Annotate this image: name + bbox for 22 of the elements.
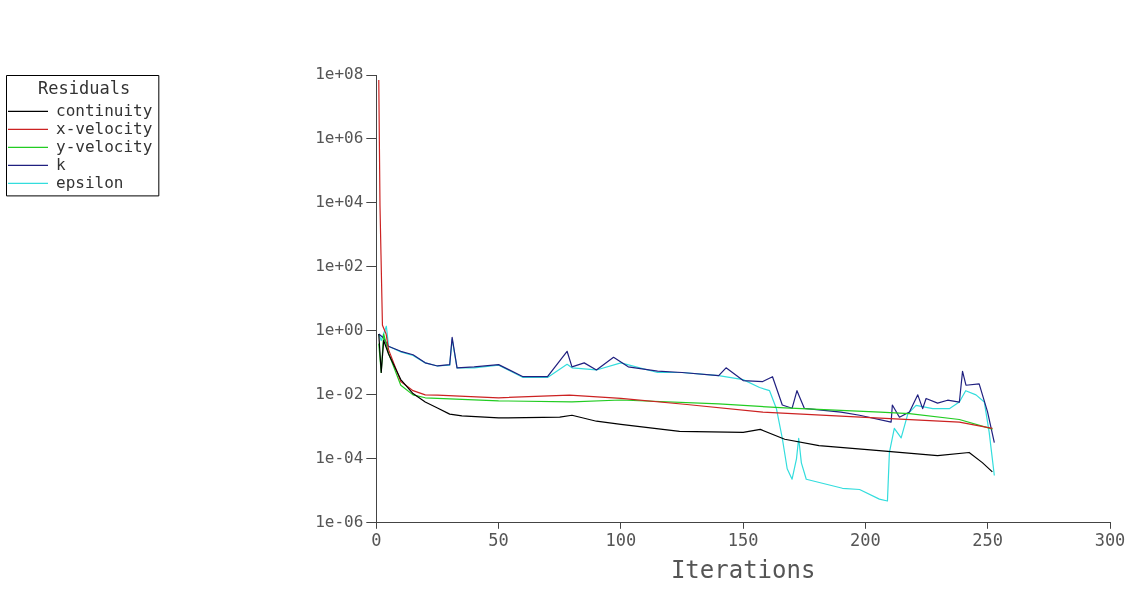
y-tick-label: 1e+04 (315, 192, 364, 212)
legend-label: y-velocity (56, 136, 153, 156)
y-tick-label: 1e-06 (315, 511, 364, 531)
y-tick-label: 1e+02 (315, 256, 364, 276)
x-tick-label: 100 (605, 530, 637, 551)
x-tick-label: 50 (488, 530, 509, 551)
legend-label: k (56, 154, 66, 174)
x-tick-label: 0 (371, 530, 382, 551)
x-axis-title: Iterations (670, 555, 816, 584)
y-tick-label: 1e-02 (315, 384, 364, 404)
x-tick-label: 150 (727, 530, 759, 551)
x-tick-label: 200 (850, 530, 881, 551)
x-tick-label: 300 (1094, 530, 1126, 551)
legend-label: continuity (56, 100, 153, 120)
legend-label: epsilon (56, 172, 124, 192)
legend-title: Residuals (38, 77, 131, 98)
y-tick-label: 1e+08 (315, 64, 364, 84)
x-tick-label: 250 (972, 530, 1004, 551)
y-tick-label: 1e-04 (315, 447, 364, 467)
y-tick-label: 1e+00 (315, 320, 364, 340)
legend-label: x-velocity (56, 118, 153, 138)
y-tick-label: 1e+06 (315, 128, 364, 148)
